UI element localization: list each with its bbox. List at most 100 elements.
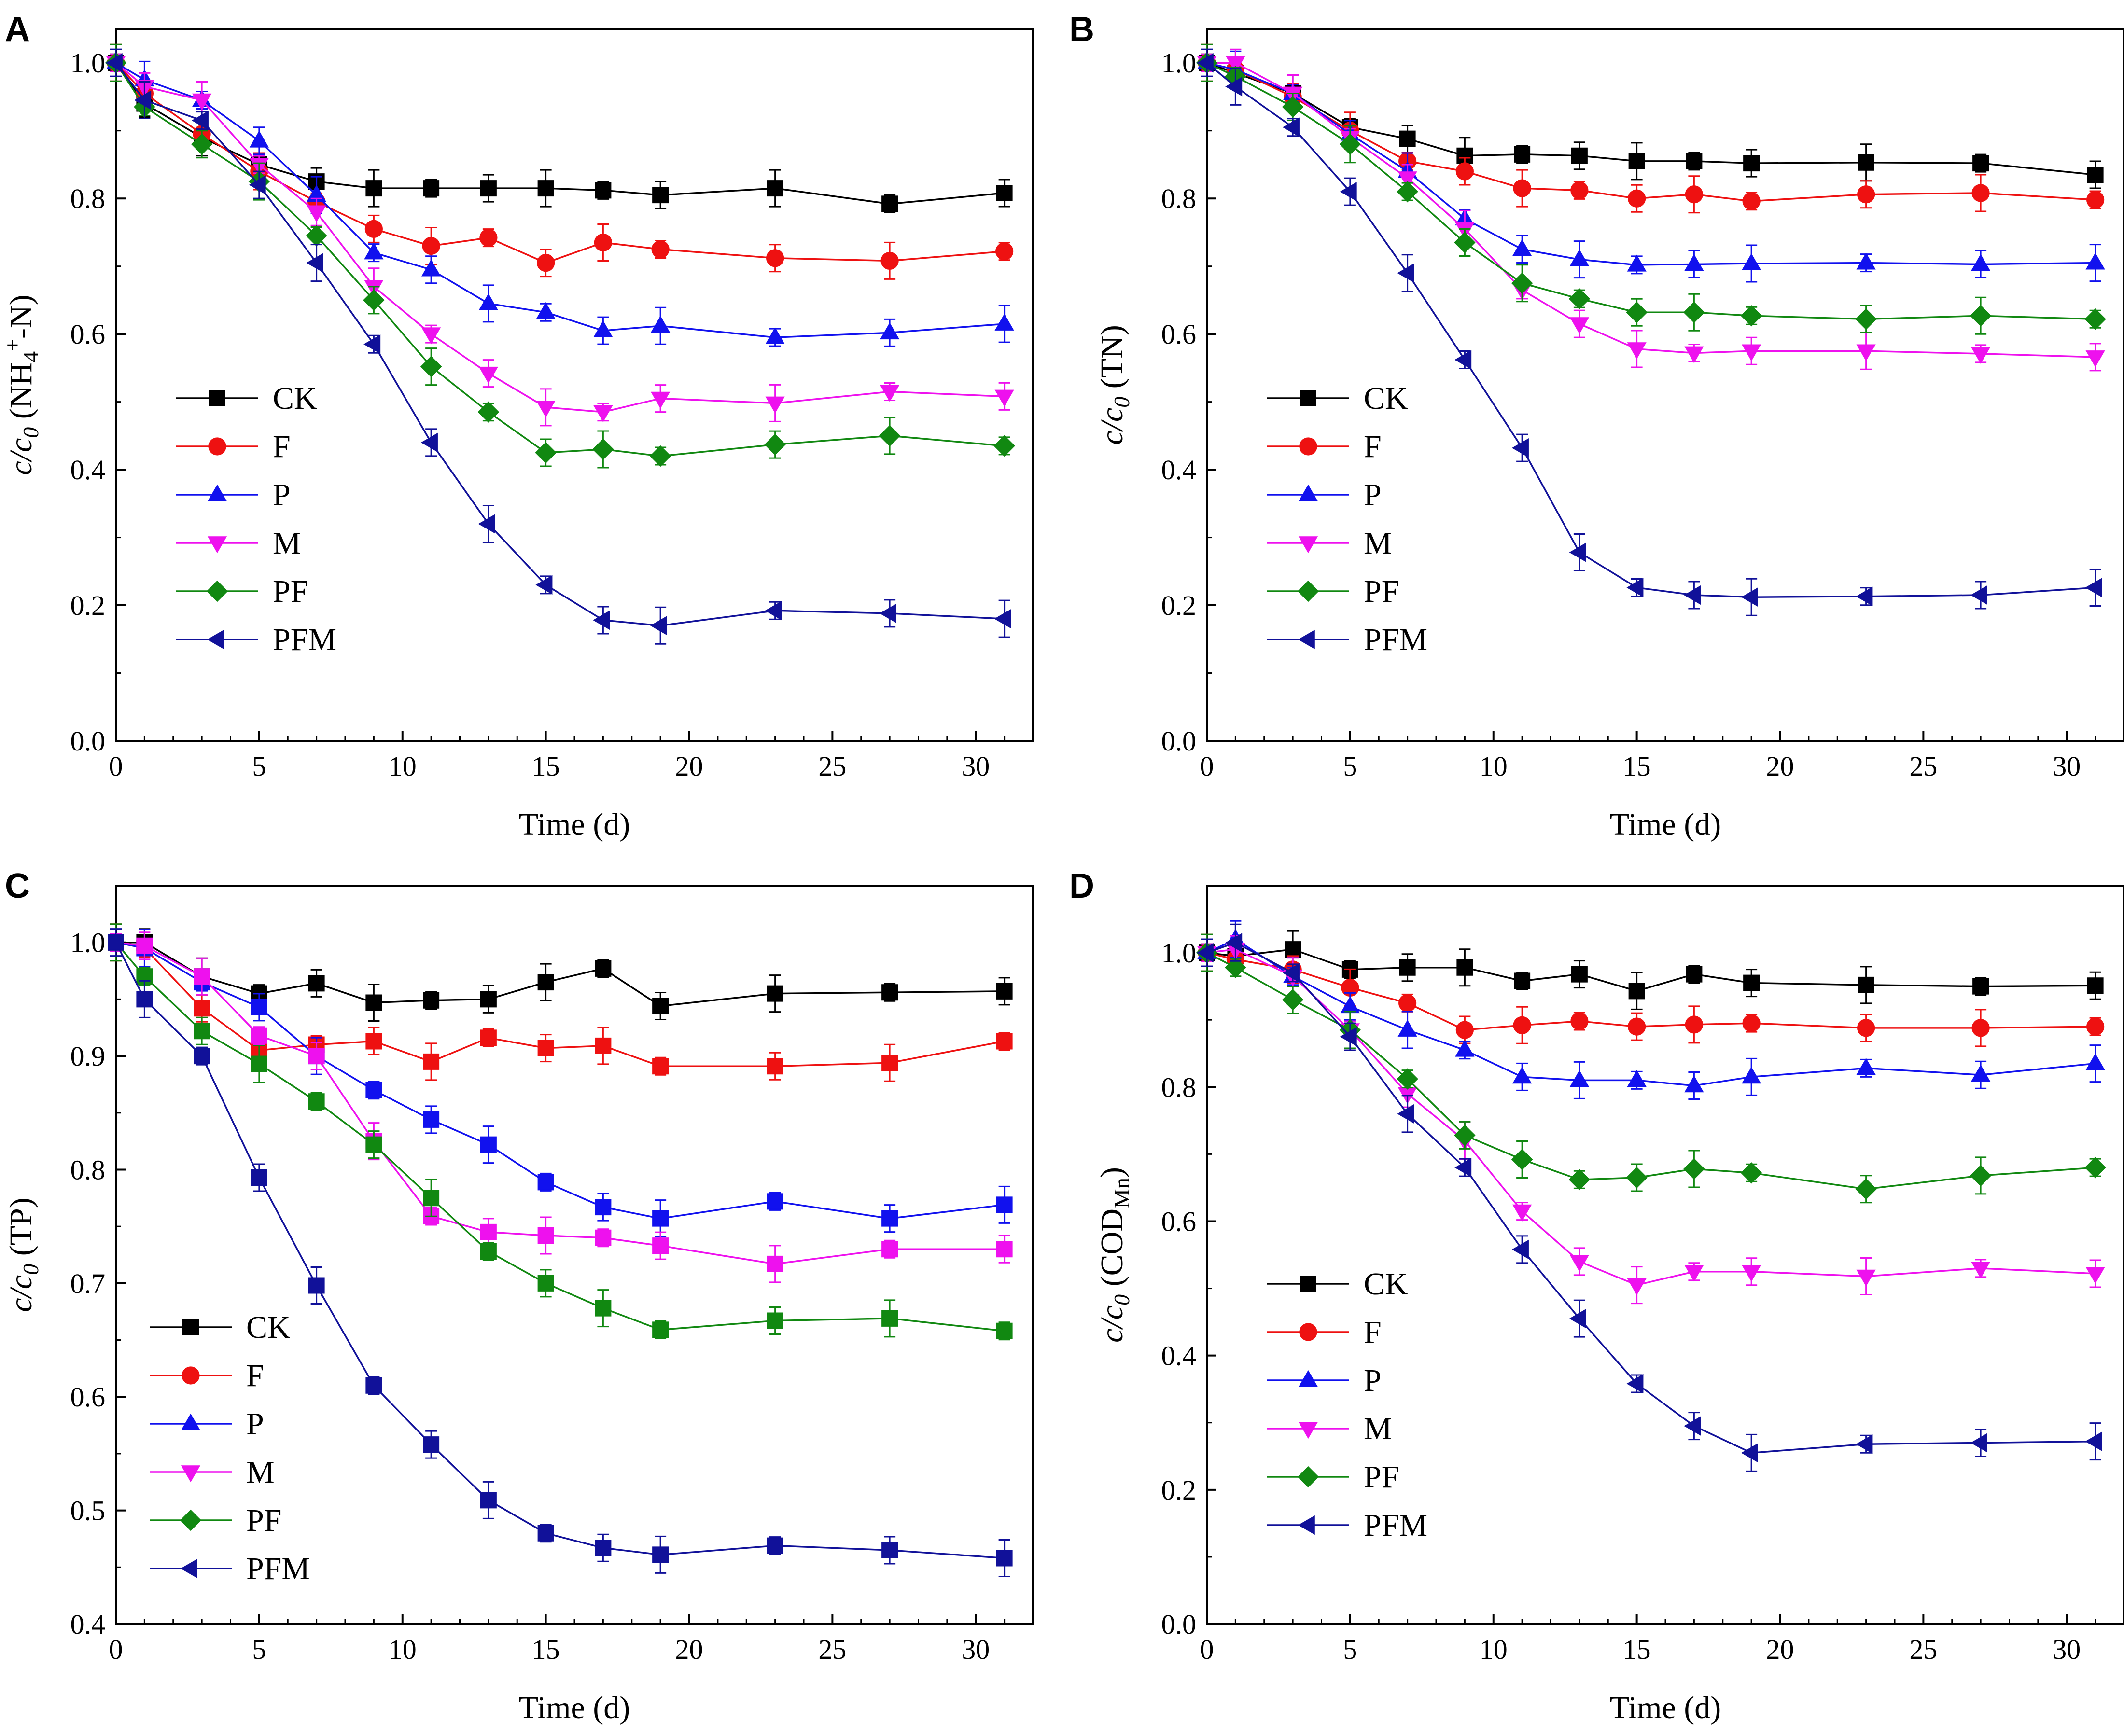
data-point-pf [1855,1178,1877,1200]
data-point-f [881,1055,898,1071]
data-point-m [537,1227,554,1244]
data-point-pfm [1340,182,1357,202]
panel-letter: D [1069,867,1094,905]
data-point-pf [1683,1158,1705,1180]
data-point-pfm [194,1048,210,1065]
data-point-m [595,1229,612,1246]
data-point-pfm [363,334,381,354]
series-line-m [115,62,1005,413]
series-f [1198,43,2105,214]
legend-marker-f [1299,1323,1317,1341]
data-point-p [478,293,499,310]
data-point-pf [535,442,557,464]
series-pf [1196,43,2106,335]
data-point-p [1512,1067,1532,1084]
legend-marker-pfm [180,1558,197,1579]
x-tick-label: 10 [389,1634,417,1665]
data-point-p [251,999,267,1015]
y-axis-title: c/c0 (TP) [3,1197,43,1312]
panel-letter: C [5,867,30,905]
series-line-f [115,62,1005,264]
data-point-m [1742,344,1761,361]
data-point-p [537,1174,554,1191]
legend-label-m: M [1364,526,1392,561]
data-point-ck [1628,153,1645,169]
data-point-pfm [134,90,152,110]
legend-label-p: P [1364,477,1382,513]
series-ck [1199,930,2104,1010]
data-point-pfm [2085,578,2102,597]
data-point-ck [1285,941,1301,958]
series-line-pf [1206,62,2096,320]
series-pfm [1196,48,2102,616]
data-point-ck [595,960,612,977]
data-point-pfm [251,1169,267,1186]
x-tick-label: 15 [1623,1634,1651,1665]
data-point-f [2086,191,2105,209]
data-point-p [249,130,269,148]
data-point-pf [764,433,786,456]
y-tick-label: 0.6 [70,1381,106,1413]
data-point-ck [365,180,382,197]
data-point-f [480,1029,497,1046]
data-point-p [1971,254,1991,271]
data-point-p [996,1196,1013,1213]
data-point-f [1742,1014,1761,1032]
legend-marker-ck [182,1319,199,1335]
data-point-p [1512,239,1532,256]
data-point-pfm [535,575,553,595]
data-point-f [364,220,383,238]
data-point-ck [537,974,554,991]
x-tick-label: 5 [1343,1634,1357,1665]
y-tick-label: 0.4 [70,1609,106,1640]
data-point-pf [652,1321,669,1338]
y-tick-label: 1.0 [1161,47,1197,79]
data-point-pf [191,133,213,155]
y-tick-label: 0.5 [70,1495,106,1527]
data-point-pfm [1569,1309,1586,1329]
series-line-ck [1206,62,2096,176]
legend-marker-p [1298,1370,1318,1387]
data-point-m [1684,346,1704,363]
data-point-f [1685,1015,1703,1034]
data-point-m [1226,56,1245,73]
data-point-f [365,1033,382,1050]
legend-label-m: M [273,526,301,561]
data-point-pfm [1626,1374,1644,1394]
y-tick-label: 0.8 [1161,183,1197,214]
data-point-m [1856,1269,1876,1287]
data-point-p [480,1136,497,1153]
data-point-pfm [767,1537,783,1554]
legend-label-pf: PF [246,1503,281,1538]
legend-label-f: F [246,1358,264,1393]
panel-d-chart: D 0 5 10 15 20 25 30 0.0 0.2 0.4 0.6 0.8 1.0 Time (d) c… [1069,867,2124,1725]
data-point-m [194,968,210,985]
series-pfm [105,48,1011,645]
y-tick-label: 0.9 [70,1041,106,1072]
data-point-pf [480,1243,497,1260]
data-point-pf [996,1322,1013,1339]
data-point-pfm [1626,578,1644,597]
series-line-pf [1206,952,2096,1190]
data-point-f [1455,1021,1474,1039]
data-point-pfm [1511,438,1529,458]
x-tick-label: 30 [2053,750,2081,782]
data-point-ck [480,180,497,197]
x-tick-label: 25 [1909,1634,1937,1665]
series-line-ck [1206,948,2096,992]
data-point-ck [1514,972,1531,989]
data-point-pfm [1397,263,1414,283]
data-point-pfm [365,1377,382,1394]
series-f [1198,933,2105,1047]
data-point-f [767,1058,783,1075]
data-point-p [650,316,671,333]
data-point-f [1513,1016,1531,1034]
y-tick-label: 0.2 [70,590,106,621]
legend: CK FPM PF PFM [1267,381,1427,657]
data-point-pfm [1225,77,1243,97]
x-tick-label: 5 [252,750,266,782]
data-point-f [1398,994,1417,1013]
data-point-ck [2087,167,2104,183]
data-point-m [880,385,900,402]
data-point-pfm [306,253,323,273]
